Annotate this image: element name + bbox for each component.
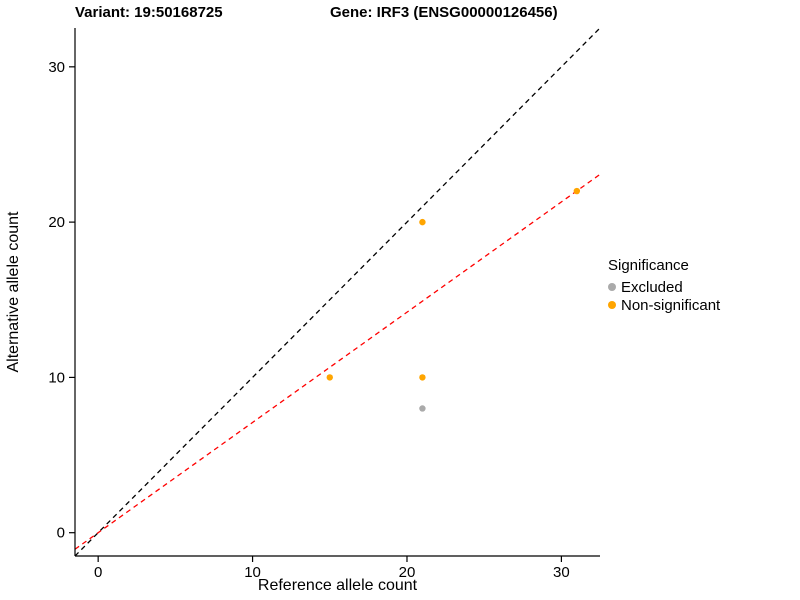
data-point-non-significant xyxy=(326,374,333,381)
legend: Significance Excluded Non-significant xyxy=(608,257,720,314)
x-tick-label: 10 xyxy=(244,564,261,581)
legend-label-excluded: Excluded xyxy=(621,278,683,296)
non-significant-dot-icon xyxy=(608,301,616,309)
data-point-excluded xyxy=(419,405,426,412)
legend-label-non-significant: Non-significant xyxy=(621,296,721,314)
legend-entry-non-significant: Non-significant xyxy=(608,296,720,314)
excluded-dot-icon xyxy=(608,283,616,291)
identity-line xyxy=(75,28,600,556)
legend-entry-excluded: Excluded xyxy=(608,278,720,296)
plot-title-variant: Variant: 19:50168725 xyxy=(75,4,223,21)
fit-line xyxy=(75,173,600,550)
legend-title: Significance xyxy=(608,257,689,274)
data-point-non-significant xyxy=(573,187,581,195)
x-tick-label: 20 xyxy=(399,564,416,581)
x-tick-label: 30 xyxy=(553,564,570,581)
x-axis-title: Reference allele count xyxy=(257,577,418,594)
plot-title-gene: Gene: IRF3 (ENSG00000126456) xyxy=(330,4,558,21)
y-axis-title: Alternative allele count xyxy=(5,211,22,373)
data-point-non-significant xyxy=(419,218,426,226)
data-point-non-significant xyxy=(419,374,426,381)
x-tick-label: 0 xyxy=(94,564,102,581)
y-tick-label: 0 xyxy=(57,525,65,542)
y-tick-label: 20 xyxy=(48,214,65,231)
y-tick-label: 10 xyxy=(48,369,65,386)
y-tick-label: 30 xyxy=(48,59,65,76)
